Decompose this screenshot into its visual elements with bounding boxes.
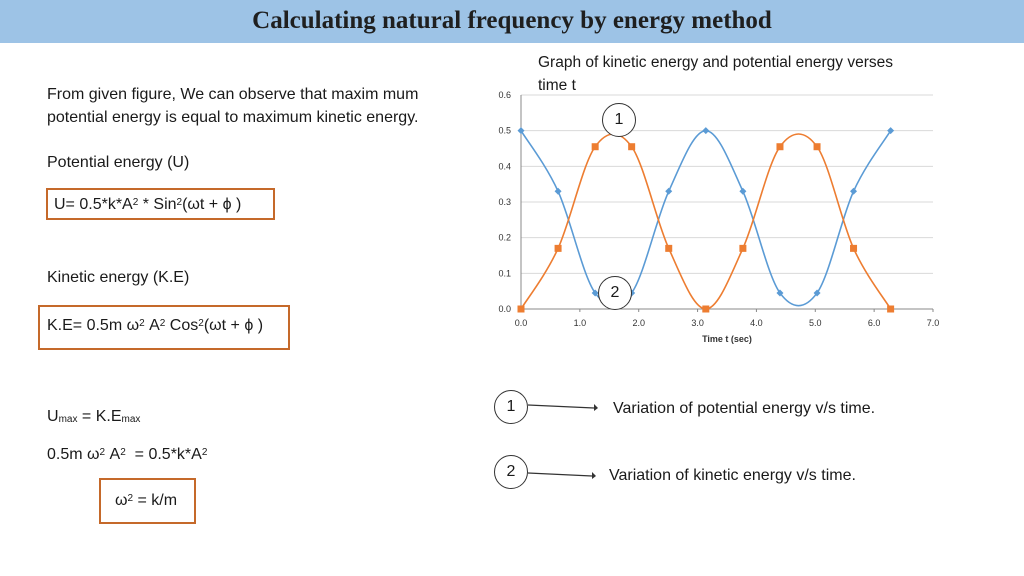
y-tick-label: 0.4 bbox=[498, 161, 511, 171]
chart-title-line-1: Graph of kinetic energy and potential en… bbox=[538, 54, 893, 71]
series-0-point bbox=[665, 187, 673, 195]
x-axis-label: Time t (sec) bbox=[702, 334, 752, 344]
pe-heading: Potential energy (U) bbox=[47, 154, 190, 171]
series-1-point bbox=[517, 305, 525, 313]
chart-annotation-1: 1 bbox=[602, 103, 636, 137]
ke-formula-box bbox=[38, 305, 290, 350]
series-0-point bbox=[517, 127, 525, 135]
series-0-point bbox=[591, 289, 599, 297]
series-1-point bbox=[813, 143, 821, 151]
ke-formula: K.E= 0.5m ω2 A2 Cos2(ωt + ϕ ) bbox=[47, 317, 264, 334]
note-1-text: Variation of potential energy v/s time. bbox=[613, 400, 876, 417]
omega-formula: ω2 = k/m bbox=[115, 492, 178, 509]
series-1-point bbox=[739, 244, 747, 252]
y-tick-label: 0.0 bbox=[498, 304, 511, 314]
pe-formula-box bbox=[46, 188, 275, 220]
note-1-circle: 1 bbox=[494, 390, 528, 424]
pe-formula: U= 0.5*k*A2 * Sin2(ωt + ϕ ) bbox=[54, 196, 242, 213]
chart-grid bbox=[520, 94, 934, 312]
y-tick-label: 0.2 bbox=[498, 233, 511, 243]
intro-line-2: potential energy is equal to maximum kin… bbox=[47, 109, 419, 126]
series-0-point bbox=[887, 127, 895, 135]
series-1-point bbox=[665, 244, 673, 252]
x-tick-label: 0.0 bbox=[515, 318, 528, 328]
series-1-point bbox=[850, 244, 858, 252]
x-tick-label: 6.0 bbox=[868, 318, 881, 328]
x-tick-label: 3.0 bbox=[691, 318, 704, 328]
umax-equation: Umax = K.Emax bbox=[47, 408, 141, 425]
chart-ticks: 0.0 0.1 0.2 0.3 0.4 0.5 0.6 0.0 1.0 2.0 3.0 4.0 5.0 6… bbox=[498, 90, 939, 328]
note-2-circle: 2 bbox=[494, 455, 528, 489]
series-1-point bbox=[591, 143, 599, 151]
y-tick-label: 0.5 bbox=[498, 126, 511, 136]
note-2-arrow bbox=[528, 472, 596, 479]
chart-title-line-2: time t bbox=[538, 77, 576, 94]
series-0-point bbox=[554, 187, 562, 195]
x-tick-label: 1.0 bbox=[574, 318, 587, 328]
intro-line-1: From given figure, We can observe that m… bbox=[47, 86, 419, 103]
page-title: Calculating natural frequency by energy … bbox=[252, 7, 772, 34]
x-tick-label: 5.0 bbox=[809, 318, 822, 328]
series-0-line bbox=[520, 129, 892, 307]
note-2-text: Variation of kinetic energy v/s time. bbox=[609, 467, 856, 484]
x-tick-label: 2.0 bbox=[632, 318, 645, 328]
x-tick-label: 7.0 bbox=[927, 318, 940, 328]
note-1-arrow bbox=[528, 404, 598, 411]
series-1-point bbox=[776, 143, 784, 151]
y-tick-label: 0.3 bbox=[498, 197, 511, 207]
series-1-point bbox=[702, 305, 710, 313]
title-bar: Calculating natural frequency by energy … bbox=[0, 0, 1024, 43]
series-0-point bbox=[739, 187, 747, 195]
ke-heading: Kinetic energy (K.E) bbox=[47, 269, 190, 286]
series-1-point bbox=[554, 244, 562, 252]
energy-equation: 0.5m ω2 A2 = 0.5*k*A2 bbox=[47, 446, 208, 463]
series-0-point bbox=[813, 289, 821, 297]
x-tick-label: 4.0 bbox=[750, 318, 763, 328]
y-tick-label: 0.1 bbox=[498, 268, 511, 278]
chart-series bbox=[517, 127, 895, 313]
series-1-line bbox=[520, 133, 892, 310]
series-0-point bbox=[776, 289, 784, 297]
series-0-point bbox=[702, 127, 710, 135]
omega-formula-box bbox=[99, 478, 196, 524]
chart-annotation-2: 2 bbox=[598, 276, 632, 310]
series-1-point bbox=[887, 305, 895, 313]
series-0-point bbox=[850, 187, 858, 195]
series-1-point bbox=[628, 143, 636, 151]
y-tick-label: 0.6 bbox=[498, 90, 511, 100]
